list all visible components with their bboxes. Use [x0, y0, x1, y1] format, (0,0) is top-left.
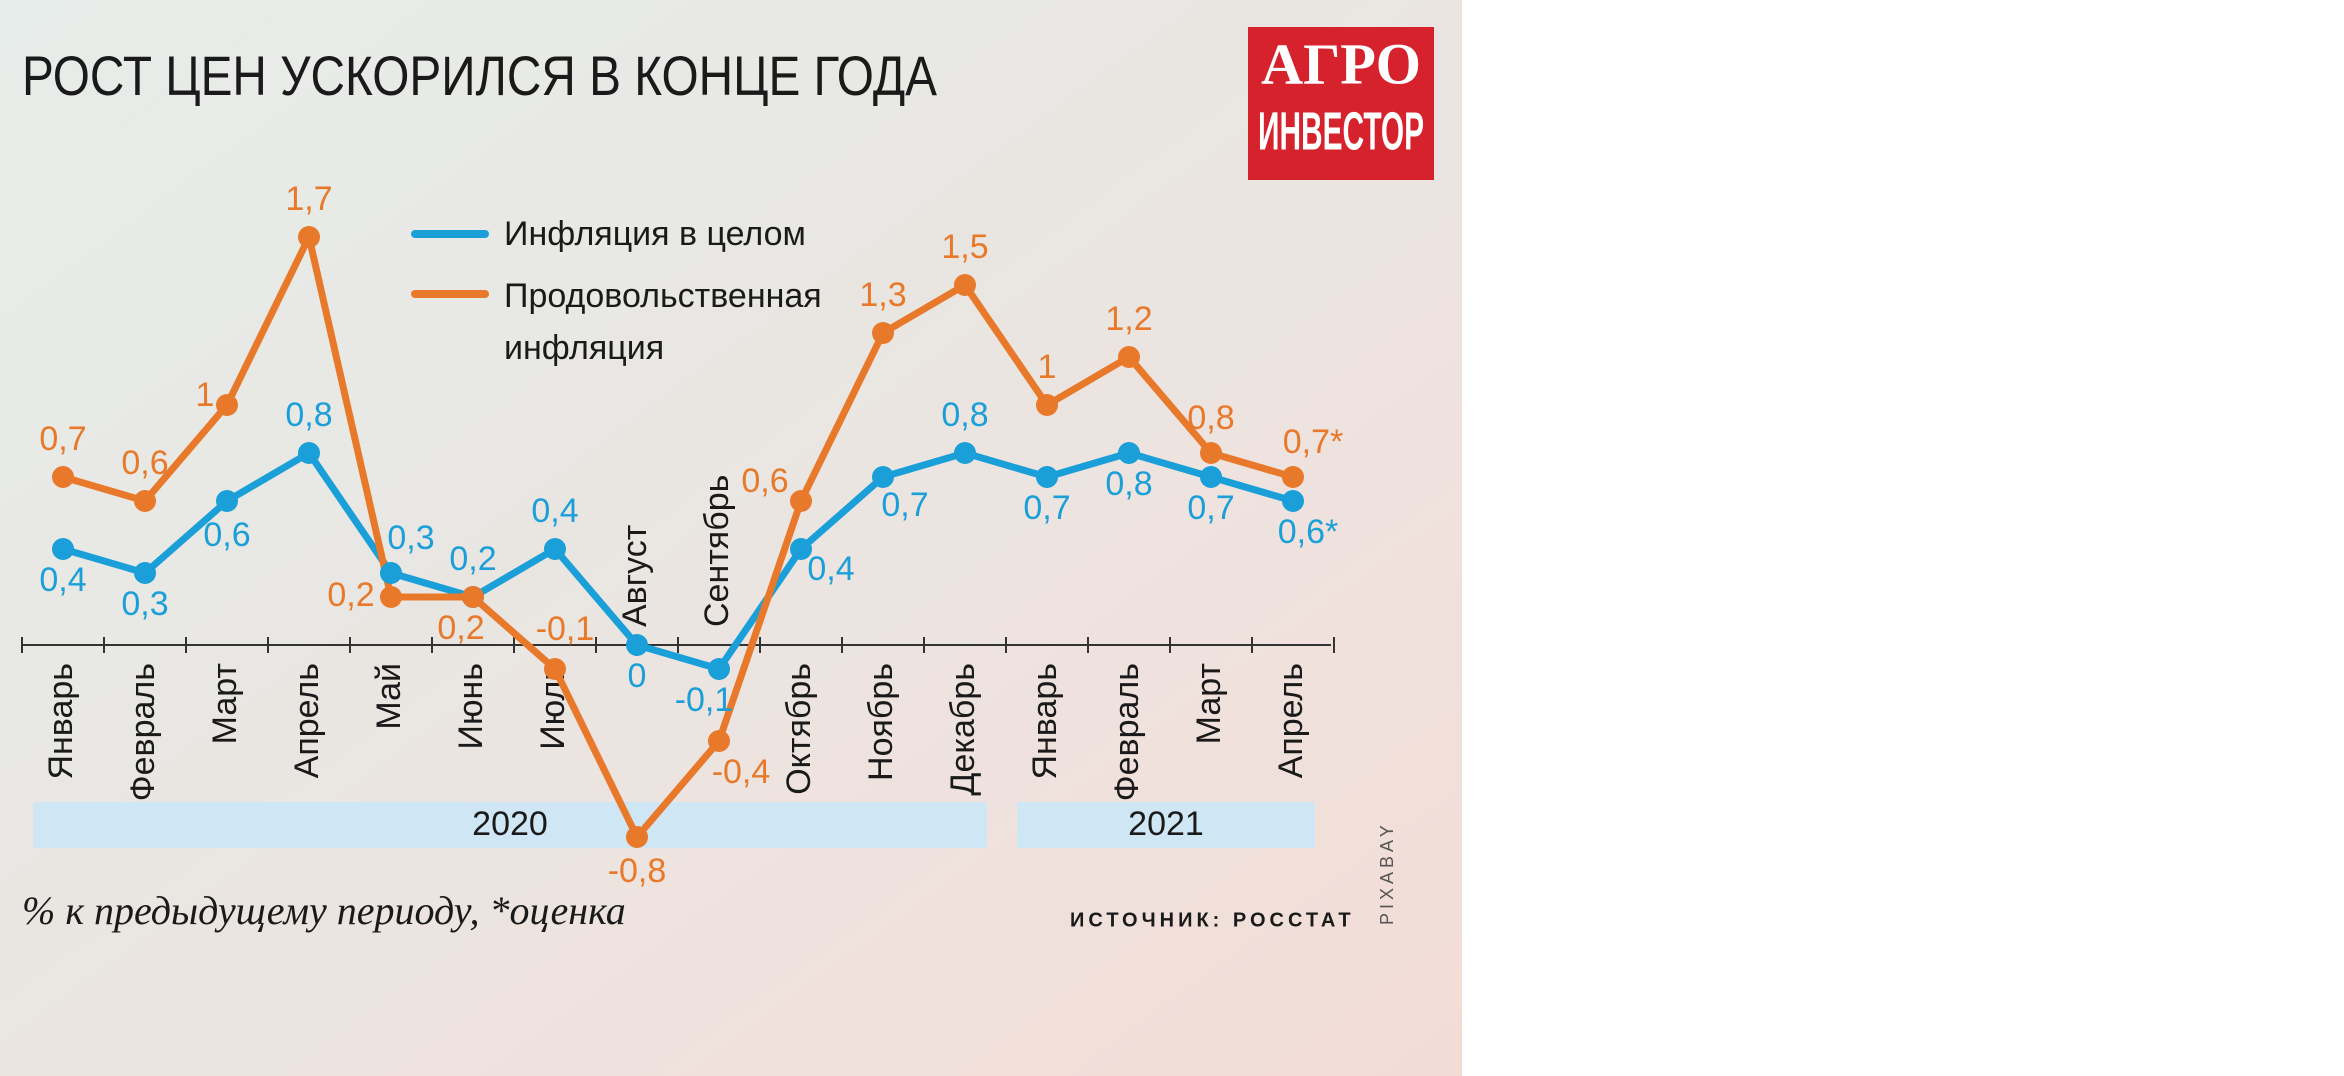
point: [462, 586, 484, 608]
background: [0, 0, 1462, 1076]
point: [626, 826, 648, 848]
value-label: 1: [196, 376, 215, 414]
value-label: -0,1: [536, 610, 595, 648]
point: [872, 322, 894, 344]
point: [1200, 442, 1222, 464]
value-label: 0,7: [1023, 489, 1070, 527]
x-tick-label: Август: [616, 525, 654, 627]
x-tick-label: Январь: [1026, 663, 1064, 780]
point: [544, 538, 566, 560]
point: [134, 562, 156, 584]
point: [954, 274, 976, 296]
point: [298, 442, 320, 464]
x-tick-label: Март: [1190, 663, 1228, 744]
value-label: 0,7: [39, 420, 86, 458]
note: % к предыдущему периоду, *оценка: [22, 888, 626, 933]
point: [1200, 466, 1222, 488]
point: [544, 658, 566, 680]
point: [790, 538, 812, 560]
point: [216, 394, 238, 416]
value-label: 0,4: [531, 492, 578, 530]
value-label: 1: [1038, 348, 1057, 386]
point: [134, 490, 156, 512]
x-tick-label: Март: [206, 663, 244, 744]
point: [790, 490, 812, 512]
value-label: 0,8: [1187, 399, 1234, 437]
logo: [1248, 27, 1434, 180]
value-label: 0,6: [121, 444, 168, 482]
point: [380, 562, 402, 584]
value-label: 0,6: [741, 462, 788, 500]
legend-label: Инфляция в целом: [504, 215, 806, 253]
legend-label: Продовольственная инфляция: [504, 277, 822, 367]
photo-credit: PIXABAY: [1377, 821, 1397, 925]
logo-text: АГРО: [1261, 31, 1421, 96]
point: [1036, 466, 1058, 488]
point: [708, 730, 730, 752]
value-label: 0,3: [387, 519, 434, 557]
value-label: 0,2: [327, 576, 374, 614]
value-label: 0,8: [1105, 465, 1152, 503]
point: [52, 466, 74, 488]
source: ИСТОЧНИК: РОССТАТ: [1070, 909, 1355, 931]
value-label: 0,2: [437, 609, 484, 647]
x-tick-label: Апрель: [288, 663, 326, 778]
chart-title: РОСТ ЦЕН УСКОРИЛСЯ В КОНЦЕ ГОДА: [22, 44, 938, 107]
point: [216, 490, 238, 512]
value-label: 0,4: [807, 550, 854, 588]
point: [1036, 394, 1058, 416]
x-tick-label: Ноябрь: [862, 663, 900, 781]
point: [954, 442, 976, 464]
x-tick-label: Сентябрь: [698, 475, 736, 627]
point: [1118, 346, 1140, 368]
value-label: 0,7: [881, 486, 928, 524]
x-tick-label: Май: [370, 663, 408, 730]
point: [1118, 442, 1140, 464]
series-line: [62, 449, 1294, 673]
x-tick-label: Июнь: [452, 663, 490, 749]
x-tick-label: Февраль: [124, 663, 162, 801]
value-label: 0,2: [449, 540, 496, 578]
value-label: 0,4: [39, 561, 86, 599]
point: [380, 586, 402, 608]
value-label: -0,1: [675, 681, 734, 719]
value-label: 0,6*: [1278, 513, 1339, 551]
value-label: 0: [628, 657, 647, 695]
x-tick-label: Октябрь: [780, 663, 818, 795]
value-label: 1,5: [941, 228, 988, 266]
point: [1282, 490, 1304, 512]
point: [626, 634, 648, 656]
value-label: 0,3: [121, 585, 168, 623]
value-label: -0,4: [712, 753, 771, 791]
value-label: 0,8: [285, 396, 332, 434]
point: [52, 538, 74, 560]
series-line: [62, 233, 1294, 841]
value-label: 0,6: [203, 516, 250, 554]
year-label: 2021: [1128, 805, 1204, 843]
year-band: [33, 802, 987, 848]
value-label: 1,7: [285, 180, 332, 218]
value-label: 0,7: [1187, 489, 1234, 527]
year-label: 2020: [472, 805, 548, 843]
x-tick-label: Январь: [42, 663, 80, 780]
x-tick-label: Февраль: [1108, 663, 1146, 801]
x-tick-label: Декабрь: [944, 663, 982, 796]
value-label: -0,8: [608, 852, 667, 890]
point: [1282, 466, 1304, 488]
point: [872, 466, 894, 488]
value-label: 0,7*: [1283, 423, 1344, 461]
x-tick-label: Апрель: [1272, 663, 1310, 778]
year-band: [1017, 802, 1315, 848]
value-label: 1,3: [859, 276, 906, 314]
logo-text: ИНВЕСТОР: [1258, 101, 1424, 161]
value-label: 0,8: [941, 396, 988, 434]
value-label: 1,2: [1105, 300, 1152, 338]
point: [708, 658, 730, 680]
point: [298, 226, 320, 248]
